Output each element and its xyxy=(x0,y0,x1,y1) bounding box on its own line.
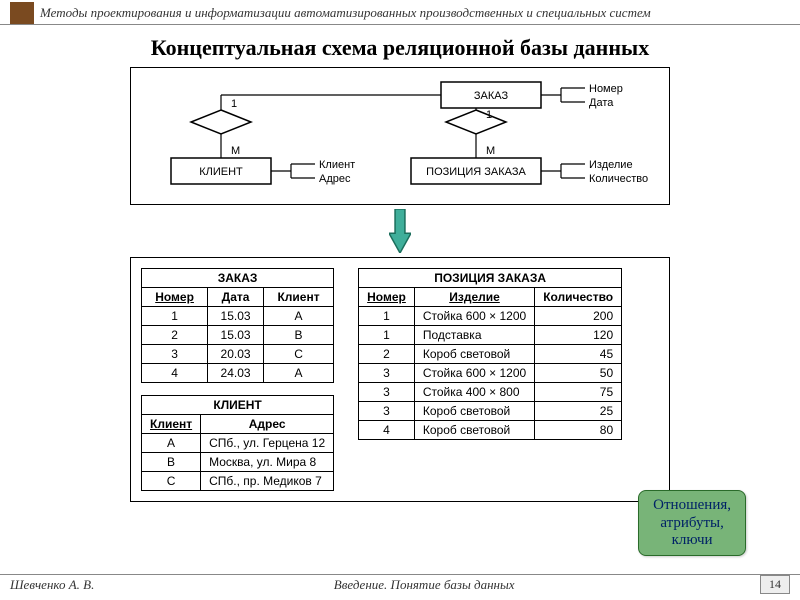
table-row: AСПб., ул. Герцена 12 xyxy=(142,434,334,453)
table-row: 320.03C xyxy=(142,345,334,364)
callout-line-1: Отношения, xyxy=(653,497,731,513)
table-row: 1Подставка120 xyxy=(359,326,622,345)
slide-footer: Шевченко А. В. Введение. Понятие базы да… xyxy=(0,574,800,594)
table-row: 3Стойка 600 × 120050 xyxy=(359,364,622,383)
svg-text:ЗАКАЗ: ЗАКАЗ xyxy=(474,90,509,102)
slide-title: Концептуальная схема реляционной базы да… xyxy=(0,35,800,61)
table-row: 3Стойка 400 × 80075 xyxy=(359,383,622,402)
svg-text:Адрес: Адрес xyxy=(319,173,351,185)
table-klient: КЛИЕНТКлиентАдресAСПб., ул. Герцена 12BМ… xyxy=(141,395,334,491)
table-row: 115.03A xyxy=(142,307,334,326)
footer-lecture: Введение. Понятие базы данных xyxy=(94,577,754,593)
footer-page-number: 14 xyxy=(760,575,790,594)
course-header: Методы проектирования и информатизации а… xyxy=(0,0,800,25)
er-diagram-panel: ЗАКАЗ КЛИЕНТ ПОЗИЦИЯ ЗАКАЗА 1 M 1 M Номер Дата Кл… xyxy=(130,67,670,205)
er-diagram-svg: ЗАКАЗ КЛИЕНТ ПОЗИЦИЯ ЗАКАЗА 1 M 1 M Номер Дата Кл… xyxy=(141,74,661,194)
table-row: 1Стойка 600 × 1200200 xyxy=(359,307,622,326)
svg-text:1: 1 xyxy=(231,98,237,110)
svg-text:КЛИЕНТ: КЛИЕНТ xyxy=(199,166,243,178)
svg-text:M: M xyxy=(231,145,240,157)
footer-author: Шевченко А. В. xyxy=(10,577,94,593)
table-row: 4Короб световой80 xyxy=(359,421,622,440)
callout-badge: Отношения, атрибуты, ключи xyxy=(638,490,746,556)
arrow-down-icon xyxy=(389,209,411,253)
svg-text:M: M xyxy=(486,145,495,157)
table-row: 3Короб световой25 xyxy=(359,402,622,421)
svg-text:Номер: Номер xyxy=(589,83,623,95)
svg-text:Дата: Дата xyxy=(589,97,614,109)
svg-text:Клиент: Клиент xyxy=(319,159,355,171)
callout-line-3: ключи xyxy=(672,532,713,548)
course-logo-icon xyxy=(10,2,34,24)
svg-text:Количество: Количество xyxy=(589,173,648,185)
table-zakaz: ЗАКАЗНомерДатаКлиент115.03A215.03B320.03… xyxy=(141,268,334,383)
course-title: Методы проектирования и информатизации а… xyxy=(40,5,651,21)
table-row: CСПб., пр. Медиков 7 xyxy=(142,472,334,491)
svg-text:ПОЗИЦИЯ ЗАКАЗА: ПОЗИЦИЯ ЗАКАЗА xyxy=(426,166,526,178)
table-row: 2Короб световой45 xyxy=(359,345,622,364)
svg-text:Изделие: Изделие xyxy=(589,159,633,171)
table-row: 215.03B xyxy=(142,326,334,345)
table-row: BМосква, ул. Мира 8 xyxy=(142,453,334,472)
tables-panel: ЗАКАЗНомерДатаКлиент115.03A215.03B320.03… xyxy=(130,257,670,502)
table-row: 424.03A xyxy=(142,364,334,383)
callout-line-2: атрибуты, xyxy=(660,515,723,531)
svg-text:1: 1 xyxy=(486,109,492,121)
table-pozic: ПОЗИЦИЯ ЗАКАЗАНомерИзделиеКоличество1Сто… xyxy=(358,268,622,440)
